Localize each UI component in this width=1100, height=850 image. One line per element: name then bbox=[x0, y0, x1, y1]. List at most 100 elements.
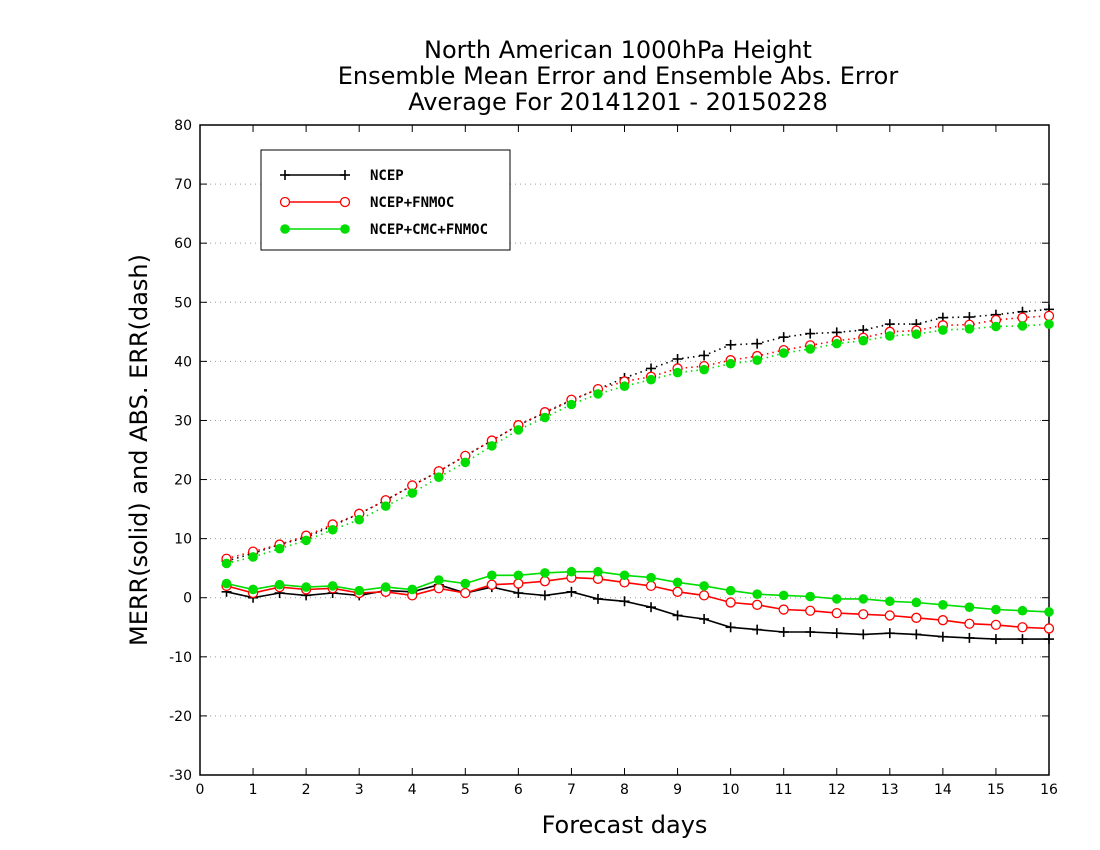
data-point bbox=[884, 610, 895, 621]
data-point bbox=[248, 552, 258, 562]
data-point bbox=[1017, 312, 1028, 323]
series-ncep-abs-err bbox=[221, 304, 1054, 567]
data-point bbox=[858, 609, 869, 620]
data-point bbox=[1044, 607, 1054, 617]
y-tick-label: 80 bbox=[174, 118, 192, 134]
y-tick-label: -20 bbox=[169, 709, 192, 725]
data-point bbox=[752, 599, 763, 610]
data-point bbox=[858, 629, 869, 640]
series-ncep-cmc-fnmoc-merr bbox=[221, 566, 1054, 617]
data-point bbox=[327, 524, 338, 535]
data-point bbox=[354, 585, 364, 596]
data-point bbox=[1043, 623, 1055, 634]
data-point bbox=[592, 593, 603, 604]
data-point bbox=[938, 600, 948, 610]
data-point bbox=[566, 399, 577, 410]
y-tick-label: 70 bbox=[174, 177, 192, 193]
data-point bbox=[301, 535, 311, 546]
x-tick-label: 2 bbox=[302, 782, 311, 798]
x-tick-label: 7 bbox=[567, 782, 576, 798]
data-point bbox=[991, 604, 1001, 615]
x-tick-label: 11 bbox=[775, 782, 793, 798]
data-point bbox=[486, 579, 497, 590]
data-point bbox=[407, 584, 418, 595]
legend-label: NCEP bbox=[370, 168, 404, 184]
series-ncep-cmc-fnmoc-abs-err bbox=[221, 319, 1054, 569]
data-point bbox=[778, 604, 789, 615]
data-point bbox=[593, 389, 603, 399]
y-tick-label: -10 bbox=[169, 650, 192, 666]
x-tick-label: 14 bbox=[934, 782, 952, 798]
data-point bbox=[699, 581, 709, 591]
series-line bbox=[226, 323, 1050, 565]
data-point bbox=[752, 624, 763, 635]
y-axis-title: MERR(solid) and ABS. ERR(dash) bbox=[125, 254, 153, 646]
x-tick-label: 3 bbox=[355, 782, 364, 798]
data-point bbox=[831, 628, 842, 639]
y-tick-label: 20 bbox=[174, 473, 192, 489]
data-point bbox=[699, 614, 710, 624]
data-point bbox=[964, 602, 975, 612]
data-point bbox=[327, 581, 338, 591]
data-point bbox=[805, 328, 816, 339]
legend-marker bbox=[280, 224, 290, 234]
data-point bbox=[646, 602, 657, 613]
data-point bbox=[619, 596, 630, 607]
legend: NCEP NCEP+FNMOC NCEP+CMC+FNMOC bbox=[260, 149, 511, 251]
series-line bbox=[226, 315, 1050, 560]
data-point bbox=[831, 607, 842, 619]
data-point bbox=[1017, 321, 1028, 331]
data-point bbox=[540, 568, 550, 578]
data-point bbox=[778, 627, 789, 637]
x-tick-label: 4 bbox=[408, 782, 417, 798]
y-tick-label: 10 bbox=[174, 532, 192, 548]
y-axis: -30 -20 -10 0 10 20 30 40 50 60 70 80 bbox=[169, 118, 1049, 784]
x-tick-label: 10 bbox=[722, 782, 740, 798]
x-tick-label: 0 bbox=[196, 782, 205, 798]
data-point bbox=[858, 594, 869, 604]
data-point bbox=[698, 590, 710, 601]
legend-label: NCEP+CMC+FNMOC bbox=[370, 222, 488, 238]
data-point bbox=[274, 579, 285, 590]
data-point bbox=[1043, 310, 1055, 322]
data-point bbox=[1017, 634, 1028, 645]
data-point bbox=[433, 472, 444, 482]
data-point bbox=[221, 558, 232, 569]
data-point bbox=[884, 628, 895, 639]
data-point bbox=[752, 355, 762, 365]
data-point bbox=[991, 321, 1001, 332]
x-tick-label: 16 bbox=[1040, 782, 1058, 798]
data-point bbox=[487, 441, 497, 451]
data-point bbox=[778, 348, 789, 358]
legend-marker bbox=[340, 224, 350, 234]
y-tick-label: 60 bbox=[174, 236, 192, 252]
data-point bbox=[725, 358, 736, 369]
x-tick-label: 8 bbox=[620, 782, 629, 798]
data-point bbox=[699, 350, 710, 361]
y-tick-label: 40 bbox=[174, 354, 192, 370]
chart-title-line: Ensemble Mean Error and Ensemble Abs. Er… bbox=[338, 62, 899, 90]
data-point bbox=[672, 577, 683, 588]
series-ncep-merr bbox=[221, 579, 1054, 645]
data-point bbox=[805, 605, 816, 616]
data-point bbox=[274, 543, 285, 554]
y-tick-label: 0 bbox=[183, 591, 192, 607]
data-point bbox=[990, 619, 1002, 631]
legend-marker bbox=[279, 196, 291, 208]
data-point bbox=[539, 590, 550, 601]
data-point bbox=[433, 583, 444, 594]
y-tick-label: -30 bbox=[169, 768, 192, 784]
data-point bbox=[221, 578, 232, 589]
data-point bbox=[858, 335, 869, 346]
data-point bbox=[460, 587, 471, 599]
data-point bbox=[699, 364, 709, 375]
legend-item: NCEP bbox=[280, 168, 404, 184]
x-axis-title: Forecast days bbox=[542, 811, 708, 839]
data-point bbox=[380, 501, 391, 511]
data-point bbox=[885, 331, 895, 341]
data-point bbox=[619, 381, 630, 391]
data-point bbox=[805, 591, 816, 602]
data-point bbox=[725, 339, 736, 350]
data-point bbox=[937, 631, 948, 642]
